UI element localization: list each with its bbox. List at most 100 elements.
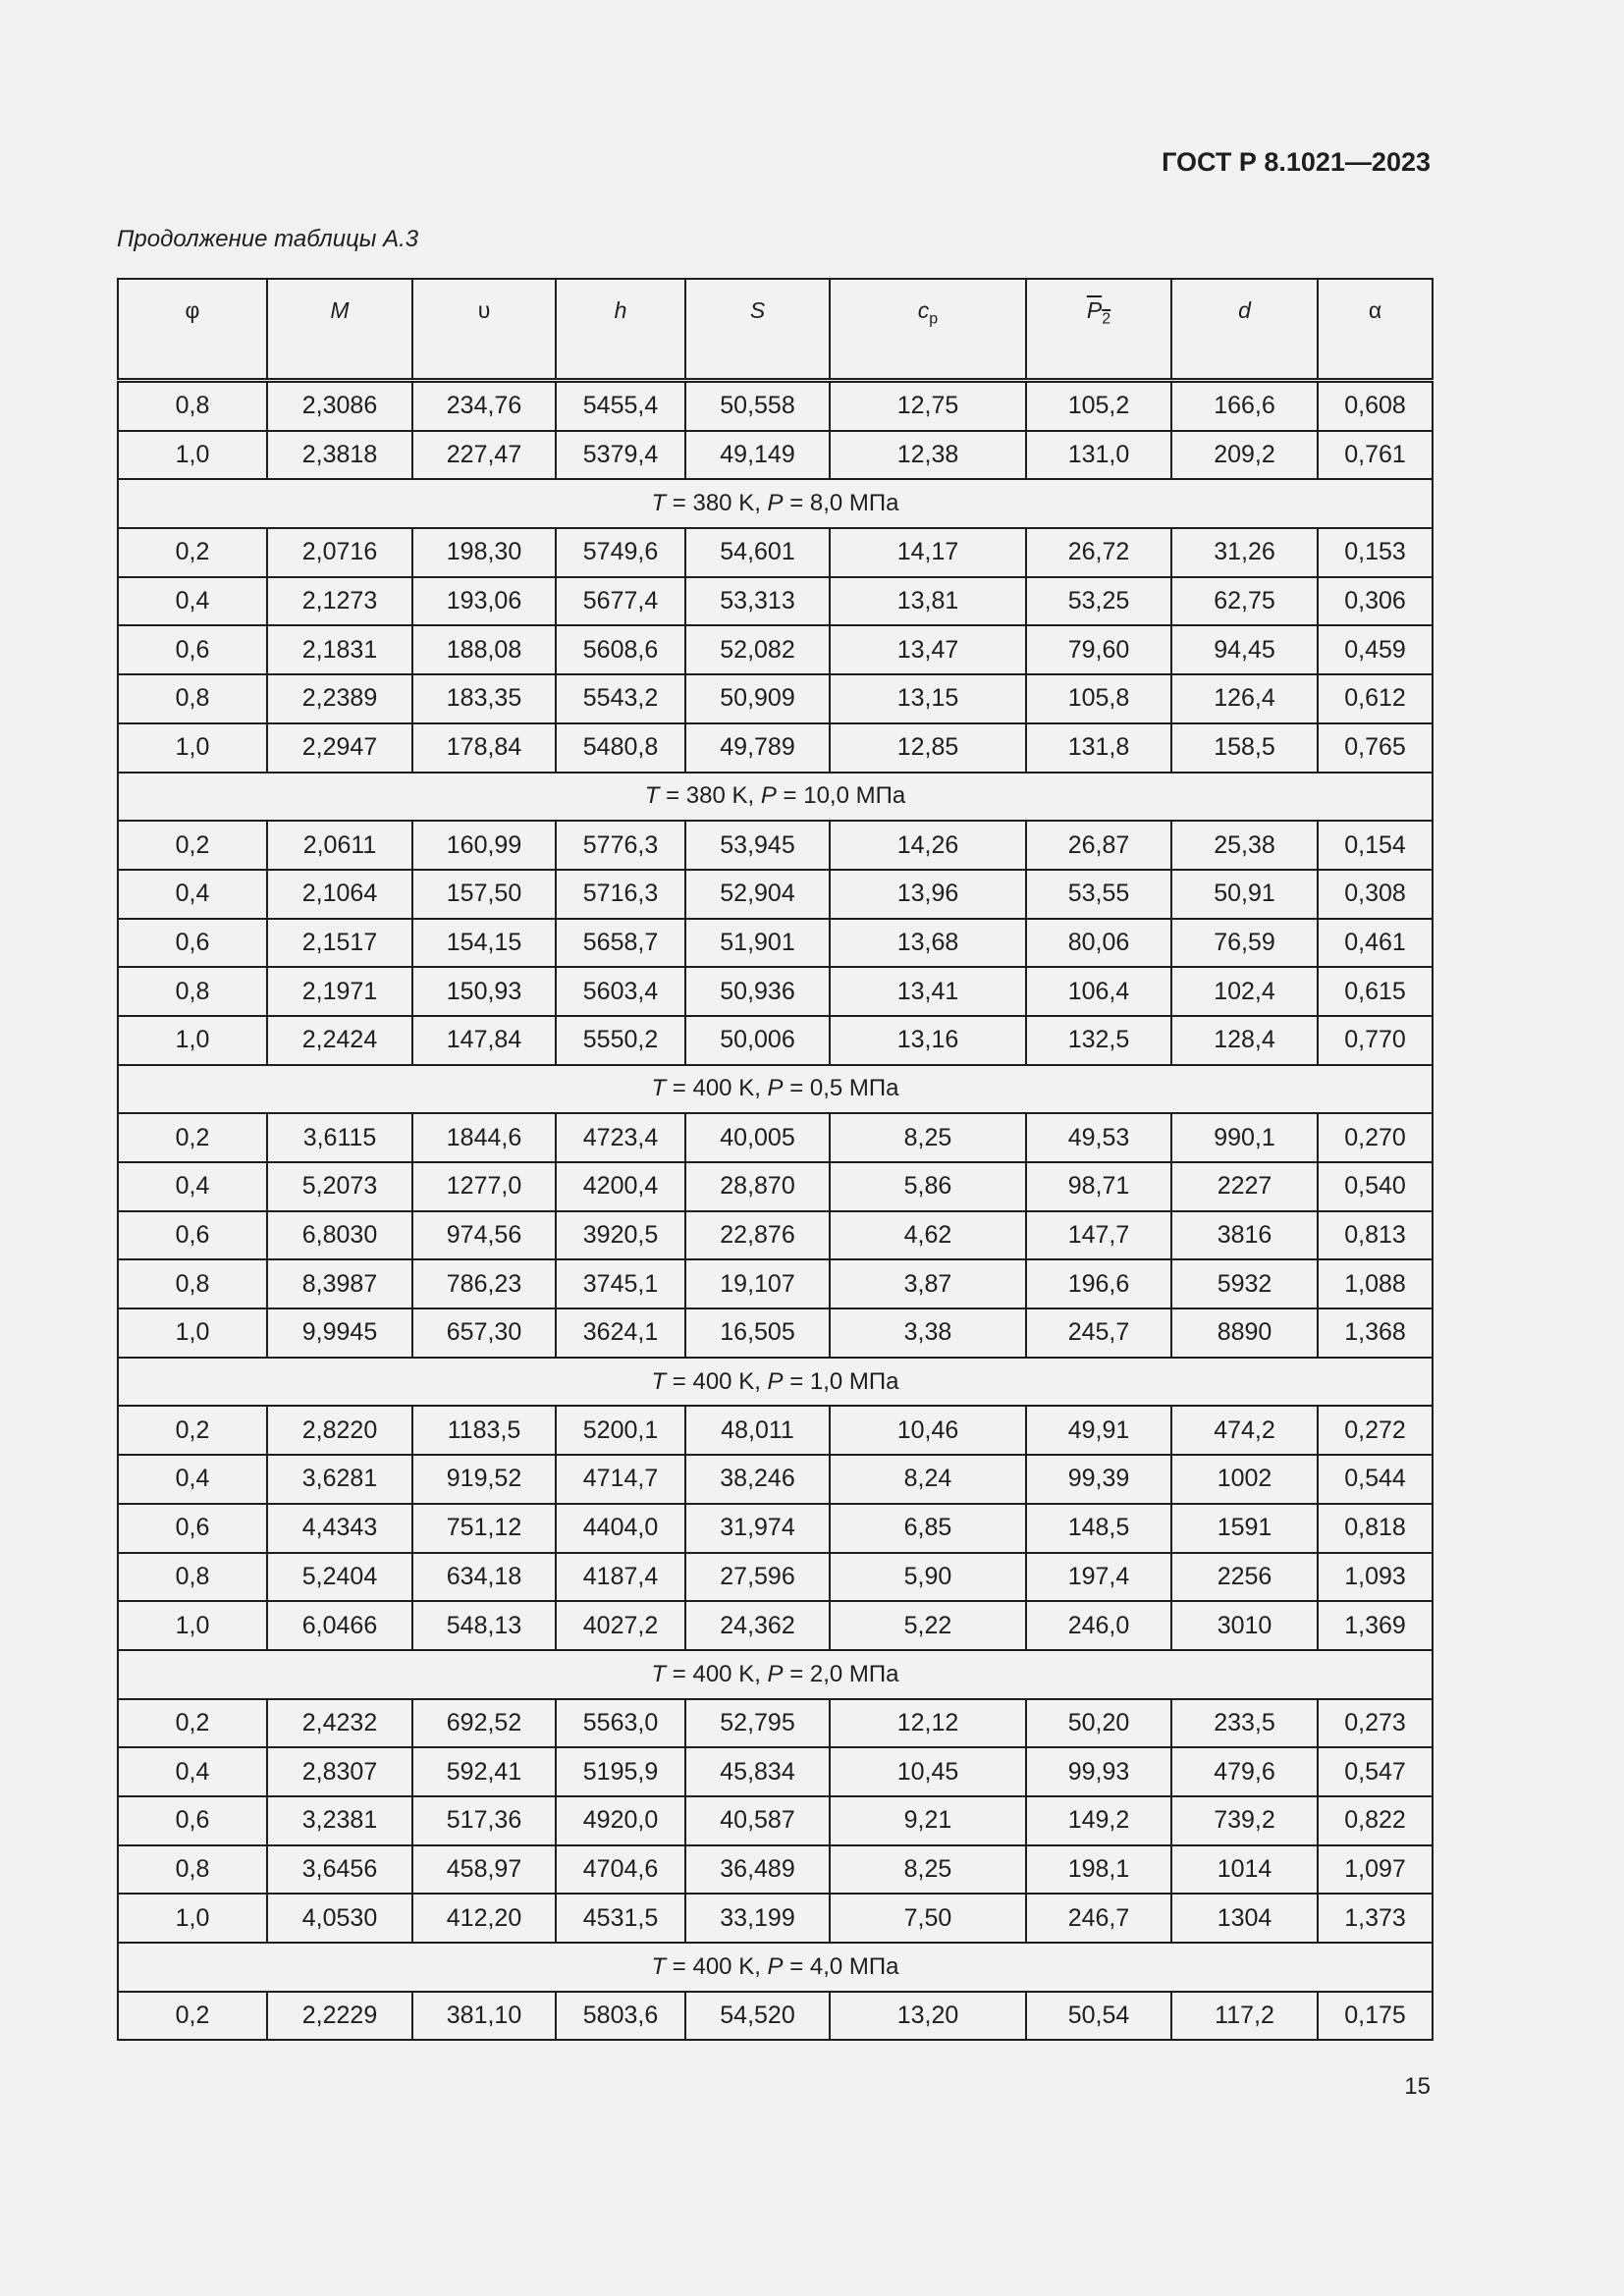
table-cell: 974,56 bbox=[411, 1209, 557, 1261]
table-cell: 154,15 bbox=[411, 917, 557, 969]
table-row: 0,8 2,2389 183,35 5543,2 50,909 13,15 105,8 126… bbox=[117, 673, 1434, 724]
table-cell: 0,761 bbox=[1317, 429, 1434, 481]
table-cell: 13,81 bbox=[829, 575, 1027, 627]
table-cell: 2,8307 bbox=[266, 1746, 413, 1797]
column-header: S bbox=[684, 278, 831, 383]
section-label: T = 400 K, P = 2,0 МПа bbox=[117, 1648, 1434, 1700]
table-cell: 4,0530 bbox=[266, 1893, 413, 1944]
table-cell: 5658,7 bbox=[555, 917, 686, 969]
table-cell: 0,6 bbox=[117, 917, 268, 969]
table-cell: 2,3086 bbox=[266, 379, 413, 432]
table-cell: 2,1517 bbox=[266, 917, 413, 969]
table-cell: 49,53 bbox=[1025, 1112, 1172, 1163]
temperature-symbol: T bbox=[651, 1075, 667, 1102]
table-cell: 6,0466 bbox=[266, 1600, 413, 1651]
table-cell: 31,26 bbox=[1170, 527, 1319, 578]
table-cell: 2,8220 bbox=[266, 1405, 413, 1457]
table-cell: 0,6 bbox=[117, 1209, 268, 1261]
table-cell: 126,4 bbox=[1170, 673, 1319, 724]
table-cell: 5,2073 bbox=[266, 1161, 413, 1212]
table-cell: 4714,7 bbox=[555, 1454, 686, 1505]
table-row: 1,0 2,2424 147,84 5550,2 50,006 13,16 132,5 128… bbox=[117, 1014, 1434, 1066]
table-cell: 14,17 bbox=[829, 527, 1027, 578]
column-label: c bbox=[917, 297, 930, 323]
table-cell: 54,520 bbox=[684, 1990, 831, 2042]
table-cell: 0,461 bbox=[1317, 917, 1434, 969]
table-cell: 474,2 bbox=[1170, 1405, 1319, 1457]
table-cell: 1591 bbox=[1170, 1502, 1319, 1554]
table-row: 0,8 2,3086 234,76 5455,4 50,558 12,75 105,2 166… bbox=[117, 379, 1434, 432]
table-cell: 12,38 bbox=[829, 429, 1027, 481]
table-cell: 94,45 bbox=[1170, 624, 1319, 676]
column-label: S bbox=[749, 297, 766, 323]
table-cell: 4920,0 bbox=[555, 1794, 686, 1846]
table-cell: 8,24 bbox=[829, 1454, 1027, 1505]
table-cell: 198,30 bbox=[411, 527, 557, 578]
table-cell: 13,96 bbox=[829, 868, 1027, 920]
table-row: 0,4 5,2073 1277,0 4200,4 28,870 5,86 98,71 2227… bbox=[117, 1161, 1434, 1212]
table-body: 0,8 2,3086 234,76 5455,4 50,558 12,75 105,2 166… bbox=[117, 379, 1434, 2042]
table-cell: 3,6281 bbox=[266, 1454, 413, 1505]
table-cell: 2,3818 bbox=[266, 429, 413, 481]
table-cell: 40,587 bbox=[684, 1794, 831, 1846]
table-cell: 40,005 bbox=[684, 1112, 831, 1163]
table-cell: 479,6 bbox=[1170, 1746, 1319, 1797]
table-cell: 1,369 bbox=[1317, 1600, 1434, 1651]
column-subscript: 2 bbox=[1102, 310, 1111, 328]
column-header: h bbox=[555, 278, 686, 383]
table-cell: 0,4 bbox=[117, 868, 268, 920]
table-cell: 2,1273 bbox=[266, 575, 413, 627]
table-cell: 24,362 bbox=[684, 1600, 831, 1651]
table-cell: 28,870 bbox=[684, 1161, 831, 1212]
table-cell: 8,25 bbox=[829, 1112, 1027, 1163]
table-cell: 234,76 bbox=[411, 379, 557, 432]
table-cell: 1,0 bbox=[117, 1893, 268, 1944]
table-cell: 3816 bbox=[1170, 1209, 1319, 1261]
table-cell: 105,8 bbox=[1025, 673, 1172, 724]
table-cell: 53,313 bbox=[684, 575, 831, 627]
table-cell: 4704,6 bbox=[555, 1843, 686, 1896]
table-cell: 128,4 bbox=[1170, 1014, 1319, 1066]
table-cell: 80,06 bbox=[1025, 917, 1172, 969]
table-cell: 227,47 bbox=[411, 429, 557, 481]
table-cell: 0,459 bbox=[1317, 624, 1434, 676]
column-label-overlined: P2 bbox=[1087, 297, 1110, 328]
table-row: 0,8 3,6456 458,97 4704,6 36,489 8,25 198,1 1014… bbox=[117, 1843, 1434, 1896]
table-cell: 5932 bbox=[1170, 1258, 1319, 1310]
pressure-value: = 1,0 МПа bbox=[783, 1367, 899, 1395]
table-cell: 38,246 bbox=[684, 1454, 831, 1505]
table-cell: 22,876 bbox=[684, 1209, 831, 1261]
table-cell: 50,558 bbox=[684, 379, 831, 432]
pressure-symbol: P bbox=[767, 1075, 784, 1102]
temperature-symbol: T bbox=[644, 782, 660, 810]
temperature-value: = 380 K, bbox=[666, 490, 768, 517]
pressure-symbol: P bbox=[760, 782, 777, 810]
table-cell: 4187,4 bbox=[555, 1551, 686, 1603]
table-caption: Продолжение таблицы А.3 bbox=[117, 226, 419, 252]
table-cell: 3010 bbox=[1170, 1600, 1319, 1651]
table-cell: 4723,4 bbox=[555, 1112, 686, 1163]
table-cell: 1,0 bbox=[117, 1014, 268, 1066]
temperature-symbol: T bbox=[651, 490, 667, 517]
table-cell: 1,373 bbox=[1317, 1893, 1434, 1944]
column-header: M bbox=[266, 278, 413, 383]
table-cell: 739,2 bbox=[1170, 1794, 1319, 1846]
table-cell: 27,596 bbox=[684, 1551, 831, 1603]
table-cell: 246,7 bbox=[1025, 1893, 1172, 1944]
table-cell: 4404,0 bbox=[555, 1502, 686, 1554]
table-cell: 233,5 bbox=[1170, 1697, 1319, 1749]
table-cell: 692,52 bbox=[411, 1697, 557, 1749]
table-cell: 5603,4 bbox=[555, 966, 686, 1017]
table-cell: 12,75 bbox=[829, 379, 1027, 432]
table-cell: 2,1064 bbox=[266, 868, 413, 920]
table-cell: 0,306 bbox=[1317, 575, 1434, 627]
table-cell: 12,85 bbox=[829, 721, 1027, 774]
table-cell: 178,84 bbox=[411, 721, 557, 774]
table-row: 0,8 8,3987 786,23 3745,1 19,107 3,87 196,6 5932… bbox=[117, 1258, 1434, 1310]
table-cell: 2,2389 bbox=[266, 673, 413, 724]
table-cell: 188,08 bbox=[411, 624, 557, 676]
table-row: 0,6 2,1831 188,08 5608,6 52,082 13,47 79,60 94,… bbox=[117, 624, 1434, 676]
table-cell: 0,8 bbox=[117, 1258, 268, 1310]
